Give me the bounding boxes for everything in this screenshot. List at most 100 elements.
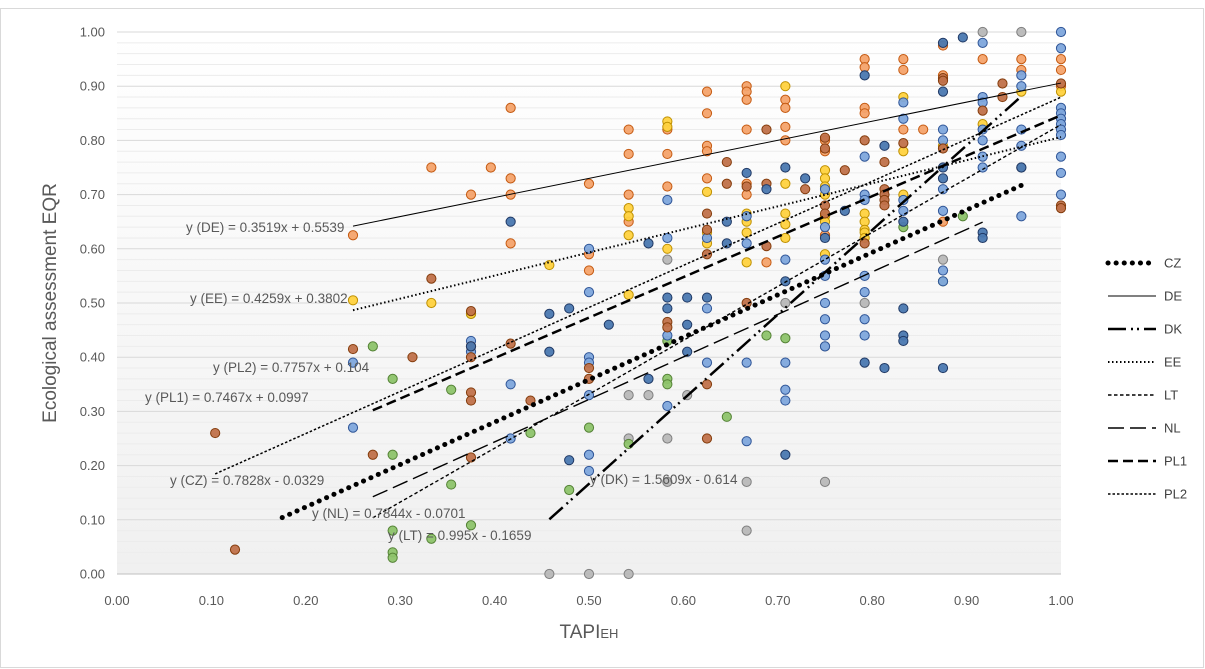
scatter-point-blue (977, 162, 988, 173)
scatter-point-blue (898, 113, 909, 124)
legend-label-pl1: PL1 (1164, 454, 1187, 469)
scatter-point-navy (721, 216, 732, 227)
scatter-point-brown (997, 78, 1008, 89)
scatter-point-navy (761, 184, 772, 195)
trendline-ee (352, 136, 1062, 312)
scatter-point-navy (898, 303, 909, 314)
scatter-point-blue (898, 97, 909, 108)
scatter-point-navy (879, 362, 890, 374)
scatter-point-navy (780, 449, 791, 460)
scatter-point-orange (898, 54, 909, 65)
scatter-point-navy (977, 232, 988, 244)
scatter-point-navy (780, 162, 791, 173)
scatter-point-gray (1016, 26, 1027, 38)
scatter-point-navy (564, 455, 575, 466)
scatter-point-blue (898, 205, 909, 216)
x-tick-label: 0.10 (199, 593, 224, 608)
scatter-point-yellow (544, 259, 555, 271)
scatter-point-blue (1016, 70, 1027, 81)
scatter-point-gray (859, 297, 870, 309)
scatter-point-yellow (662, 243, 673, 254)
scatter-point-orange (977, 54, 988, 65)
scatter-point-blue (819, 254, 831, 265)
scatter-point-navy (505, 216, 516, 227)
scatter-point-orange (505, 238, 516, 249)
x-tick-label: 0.20 (293, 593, 318, 608)
scatter-point-green (465, 520, 477, 531)
scatter-point-blue (583, 390, 595, 401)
scatter-point-brown (465, 452, 477, 463)
scatter-point-orange (898, 124, 909, 135)
x-axis-title: TAPIEH (560, 622, 619, 643)
scatter-point-orange (347, 230, 359, 241)
scatter-point-gray (623, 390, 634, 401)
scatter-point-navy (1016, 162, 1027, 173)
scatter-point-blue (741, 211, 752, 222)
y-tick-label: 0.10 (80, 512, 105, 527)
scatter-point-blue (662, 232, 673, 244)
scatter-point-orange (623, 189, 634, 200)
trendline-pl1 (372, 114, 1062, 412)
scatter-point-blue (1055, 151, 1067, 162)
scatter-point-green (387, 552, 398, 563)
scatter-point-green (583, 422, 595, 433)
scatter-point-green (387, 525, 398, 536)
scatter-point-brown (1055, 203, 1067, 214)
scatter-point-blue (741, 436, 752, 447)
scatter-point-navy (721, 238, 732, 249)
scatter-point-gray (623, 568, 634, 580)
x-tick-label: 0.80 (860, 593, 885, 608)
x-tick-label: 1.00 (1048, 593, 1073, 608)
scatter-point-green (564, 484, 575, 496)
x-tick-label: 0.00 (104, 593, 129, 608)
gridlines (117, 31, 1061, 575)
scatter-point-blue (937, 124, 949, 135)
scatter-point-orange (918, 124, 929, 135)
scatter-point-navy (819, 232, 831, 244)
scatter-point-orange (505, 173, 516, 184)
scatter-point-blue (977, 37, 988, 48)
scatter-point-navy (643, 373, 654, 384)
scatter-point-navy (957, 32, 968, 43)
scatter-point-orange (1055, 64, 1067, 76)
scatter-point-orange (583, 265, 595, 276)
scatter-point-yellow (426, 297, 437, 309)
scatter-point-gray (741, 525, 752, 536)
scatter-point-yellow (623, 230, 634, 241)
trend-equation-label: y (PL1) = 0.7467x + 0.0997 (145, 390, 309, 405)
scatter-point-blue (898, 194, 909, 206)
scatter-point-navy (465, 341, 477, 352)
scatter-point-blue (505, 379, 516, 390)
scatter-point-orange (741, 94, 752, 105)
x-axis-title-subscript: EH (600, 626, 618, 641)
scatter-point-navy (682, 319, 693, 330)
scatter-point-navy (898, 335, 909, 347)
scatter-point-blue (1016, 81, 1027, 92)
trend-equation-label: y (EE) = 0.4259x + 0.3802 (190, 291, 348, 306)
trendline-pl2 (214, 96, 1062, 475)
scatter-point-orange (623, 148, 634, 160)
scatter-point-blue (859, 330, 870, 341)
trend-equation-label: y (LT) = 0.995x - 0.1659 (388, 528, 531, 543)
scatter-point-yellow (347, 295, 359, 306)
scatter-point-blue (859, 314, 870, 325)
scatter-point-orange (1016, 54, 1027, 65)
legend-label-de: DE (1164, 289, 1182, 304)
trendline-de (352, 82, 1062, 227)
scatter-point-yellow (780, 232, 791, 244)
y-tick-label: 0.40 (80, 350, 105, 365)
x-tick-label: 0.50 (576, 593, 601, 608)
x-axis-title-main: TAPI (560, 622, 601, 643)
scatter-point-green (387, 373, 398, 384)
y-tick-label: 0.60 (80, 241, 105, 256)
scatter-point-yellow (741, 257, 752, 268)
scatter-point-gray (662, 254, 673, 265)
scatter-point-navy (800, 173, 811, 184)
scatter-point-navy (859, 70, 870, 81)
scatter-point-navy (682, 346, 693, 357)
scatter-point-green (446, 384, 457, 395)
scatter-point-yellow (780, 208, 791, 219)
scatter-point-navy (544, 346, 555, 357)
scatter-point-brown (583, 362, 595, 374)
scatter-point-navy (662, 292, 673, 303)
